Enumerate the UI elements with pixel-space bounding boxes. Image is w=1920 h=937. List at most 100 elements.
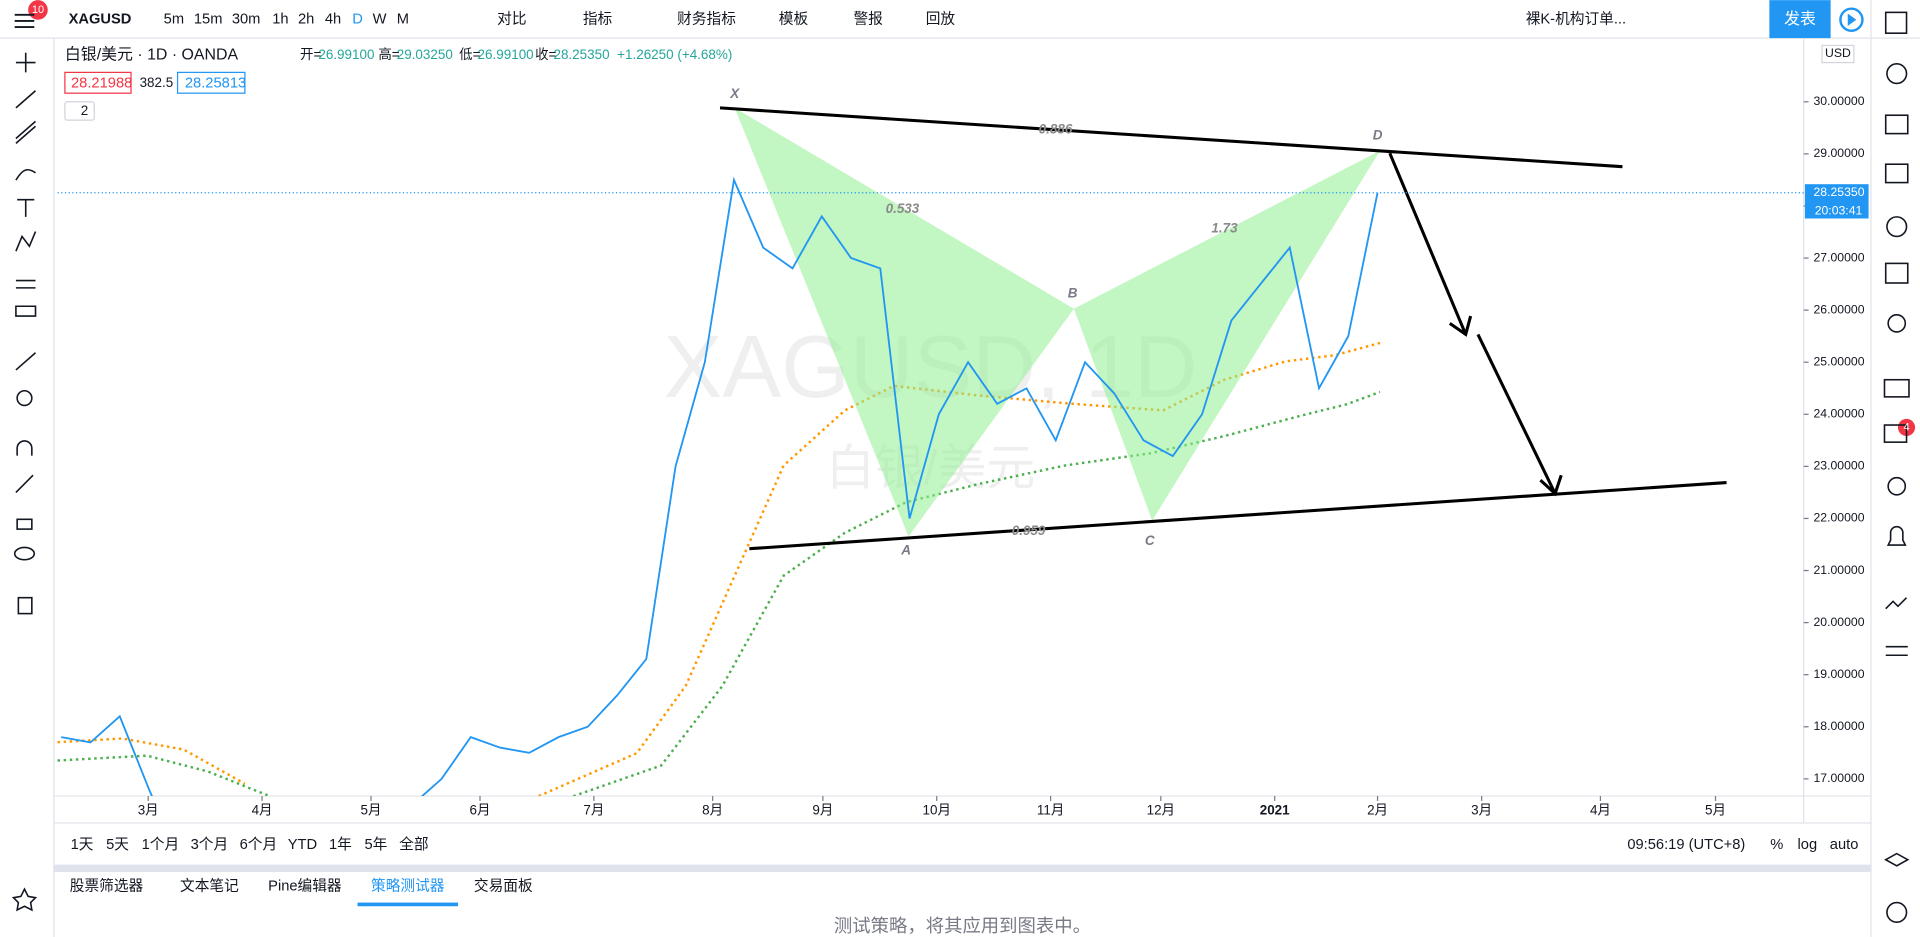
ask-box [176,71,246,94]
last-price: 28.25350 [1813,185,1864,199]
time-label: 4月 [252,802,273,817]
panel-tab[interactable]: 文本笔记 [180,878,239,895]
toolbar-button[interactable]: 模板 [779,10,809,28]
toolbar-button[interactable]: 指标 [583,11,613,28]
range-button[interactable]: 3个月 [191,836,229,853]
time-label: 5月 [361,802,382,817]
change: +1.26250 (+4.68%) [617,47,732,62]
toolbar-button[interactable]: 回放 [926,11,956,28]
toolbar-button[interactable]: 财务指标 [677,11,736,28]
ohlc-value: 28.25350 [553,47,609,62]
price-label: 17.00000 [1813,771,1864,785]
toolbar-button[interactable]: 警报 [853,11,883,28]
time-label: 8月 [702,802,723,817]
panel-tab[interactable]: Pine编辑器 [268,878,342,895]
panel-tab[interactable]: 策略测试器 [371,878,445,895]
time-label: 10月 [923,802,951,817]
replay-icon[interactable] [1839,7,1864,32]
interval[interactable]: 1h [272,12,288,28]
time-label: 7月 [583,802,604,817]
interval[interactable]: 2h [298,12,314,28]
time-label: 2月 [1367,802,1388,817]
toolbar-button[interactable]: 对比 [497,11,526,28]
price-label: 27.00000 [1813,250,1864,264]
spread: 382.5 [140,75,174,90]
range-button[interactable]: 5年 [364,836,387,853]
ohlc-label: 高= [378,46,399,62]
time-label: 9月 [812,802,833,817]
moving-average-slow [57,390,1381,797]
publish-label[interactable]: 发表 [1784,10,1816,28]
price-label: 19.00000 [1813,667,1864,681]
symbol[interactable]: XAGUSD [69,12,132,28]
interval[interactable]: 15m [194,12,223,28]
moving-average-fast [57,341,1381,797]
bid-box [64,71,132,94]
interval[interactable]: W [373,12,387,28]
price-label: 18.00000 [1813,719,1864,733]
time-label: 3月 [138,802,159,817]
range-button[interactable]: YTD [288,837,317,853]
ask: 28.25813 [185,75,246,91]
clock: 09:56:19 (UTC+8) [1627,837,1745,853]
panel-tab[interactable]: 股票筛选器 [70,878,144,895]
arrow [1388,152,1563,497]
range-button[interactable]: 全部 [399,835,428,853]
price-label: 30.00000 [1813,94,1864,108]
range-button[interactable]: 5天 [106,837,129,853]
trend-bottom [749,481,1727,551]
time-label: 11月 [1037,802,1064,817]
range-button[interactable]: 6个月 [240,836,278,853]
interval[interactable]: 30m [232,12,261,28]
pattern-point: C [1145,533,1155,548]
top-toolbar [0,0,1920,39]
ohlc-value: 26.99100 [478,47,534,62]
interval[interactable]: 4h [325,12,341,28]
time-label: 3月 [1471,802,1492,817]
scale-mode[interactable]: % [1770,837,1783,853]
price-label: 20.00000 [1813,615,1864,629]
collapse-box[interactable] [64,101,95,121]
interval[interactable]: D [352,12,363,28]
time-label: 5月 [1705,802,1726,817]
ohlc-label: 开= [300,47,321,62]
last-price-box [1804,184,1869,219]
scale-mode[interactable]: auto [1830,837,1859,853]
range-button[interactable]: 1天 [71,837,94,853]
collapsed-count[interactable]: 2 [81,103,88,118]
pattern-point: B [1068,286,1078,301]
plot-area: XAGUSD, 1D白银/美元 [57,106,1727,797]
time-label: 2021 [1260,802,1290,817]
drawing-tools[interactable] [11,52,38,912]
right-sidebar[interactable] [1883,11,1910,923]
price-label: 24.00000 [1813,407,1864,421]
panel-tab[interactable]: 交易面板 [474,877,533,895]
trend-top [719,106,1623,169]
bid: 28.21988 [71,75,132,91]
panel-message: 测试策略，将其应用到图表中。 [834,915,1091,936]
pattern-point: X [729,86,740,101]
pattern-point: D [1373,128,1383,143]
time-label: 6月 [470,802,491,817]
price-label: 23.00000 [1813,459,1864,473]
pattern-ratio: 1.73 [1211,221,1238,236]
price-label: 29.00000 [1813,146,1864,160]
time-label: 12月 [1147,802,1175,817]
ohlc-value: 29.03250 [397,47,453,62]
interval[interactable]: M [397,12,409,28]
layout-name[interactable]: 裸K-机构订单... [1526,11,1626,28]
publish-button[interactable] [1769,0,1831,39]
notification-count: 10 [32,4,44,16]
price-label: 26.00000 [1813,302,1864,316]
interval[interactable]: 5m [164,12,184,28]
legend-title: 白银/美元 · 1D · OANDA [65,45,239,63]
currency-box [1821,44,1855,64]
scale-mode[interactable]: log [1798,837,1818,853]
price-label: 21.00000 [1813,563,1864,577]
ohlc-label: 收= [535,47,556,62]
range-button[interactable]: 1个月 [142,836,180,853]
range-button[interactable]: 1年 [329,836,352,853]
price-line [61,176,1379,797]
